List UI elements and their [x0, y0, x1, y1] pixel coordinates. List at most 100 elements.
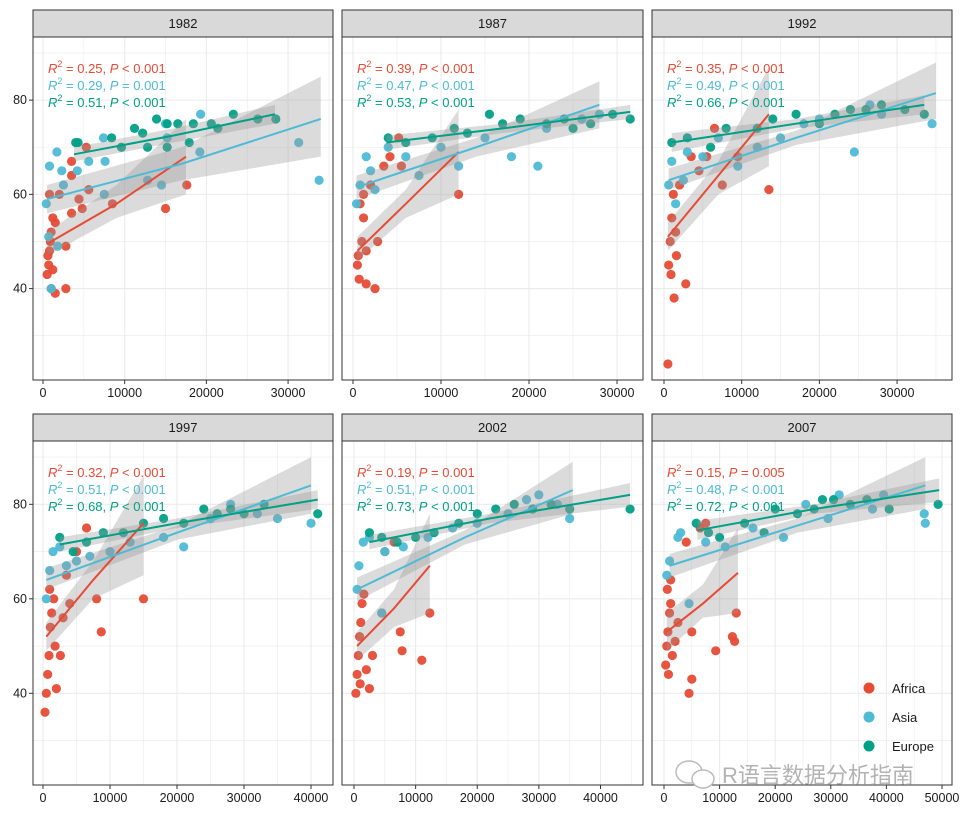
x-tick-label: 30000 [521, 791, 556, 805]
points-asia [662, 490, 930, 609]
superscript-2: 2 [676, 59, 681, 69]
data-point-africa [670, 636, 680, 646]
plot-area [351, 461, 635, 698]
data-point-europe [188, 119, 198, 129]
y-tick-label: 60 [13, 592, 27, 606]
x-tick-label: 30000 [880, 386, 915, 400]
data-point-africa [182, 180, 192, 190]
gridlines [33, 441, 333, 785]
p-symbol: P [729, 465, 738, 480]
x-tick-label: 30000 [227, 791, 262, 805]
data-point-asia [401, 152, 411, 162]
data-point-europe [392, 537, 402, 547]
data-point-asia [377, 608, 387, 618]
p-symbol: P [419, 499, 428, 514]
data-point-europe [151, 114, 162, 124]
p-symbol: P [729, 482, 738, 497]
data-point-africa [361, 665, 371, 675]
x-tick-label: 10000 [724, 386, 759, 400]
p-value: < 0.001 [737, 499, 784, 514]
data-point-africa [717, 180, 727, 190]
p-value: < 0.001 [118, 482, 165, 497]
data-point-africa [77, 203, 87, 214]
r2-value: = 0.72, [681, 499, 728, 514]
data-point-europe [817, 494, 828, 505]
data-point-europe [184, 137, 194, 148]
data-point-asia [867, 504, 878, 514]
data-point-europe [206, 119, 216, 129]
x-tick-label: 30000 [271, 386, 306, 400]
superscript-2: 2 [676, 463, 681, 473]
x-tick-label: 50000 [925, 791, 960, 805]
data-point-asia [272, 513, 283, 524]
data-point-africa [55, 650, 66, 661]
p-value: < 0.001 [118, 95, 165, 110]
data-point-africa [667, 650, 677, 661]
data-point-asia [354, 561, 364, 571]
points-europe [691, 494, 943, 542]
data-point-asia [565, 513, 575, 524]
r2-value: = 0.51, [62, 482, 109, 497]
data-point-africa [81, 142, 91, 152]
data-point-asia [778, 532, 789, 542]
y-tick-label: 40 [13, 282, 27, 296]
data-point-africa [61, 241, 71, 251]
x-tick-label: 20000 [802, 386, 837, 400]
p-value: < 0.001 [427, 61, 474, 76]
r2-annotation-africa: R2 = 0.25, P < 0.001 [48, 59, 166, 76]
x-tick-label: 0 [661, 791, 668, 805]
p-symbol: P [110, 499, 119, 514]
data-point-africa [354, 632, 365, 642]
r2-value: = 0.51, [371, 482, 418, 497]
data-point-africa [351, 688, 361, 698]
plot-area [41, 76, 324, 298]
x-tick-label: 0 [351, 791, 358, 805]
confidence-band-africa [357, 513, 430, 661]
confidence-band-asia [356, 81, 600, 200]
points-europe [71, 109, 281, 152]
data-point-asia [142, 175, 153, 185]
trend-line-africa [46, 155, 187, 245]
legend-label-europe: Europe [892, 739, 934, 754]
data-point-europe [55, 532, 65, 542]
data-point-asia [44, 232, 54, 242]
superscript-2: 2 [57, 76, 62, 86]
panel-border [32, 36, 334, 381]
r-symbol: R [667, 78, 676, 93]
data-point-africa [81, 523, 92, 533]
confidence-band-asia [669, 457, 926, 578]
data-point-asia [701, 537, 711, 547]
data-point-europe [791, 109, 801, 119]
legend-key-africa [863, 682, 875, 694]
confidence-band-europe [74, 104, 275, 162]
x-tick-label: 40000 [869, 791, 904, 805]
data-point-africa [669, 293, 679, 303]
trend-line-asia [668, 92, 937, 182]
r2-annotation-africa: R2 = 0.19, P = 0.001 [357, 463, 475, 480]
data-point-africa [66, 208, 77, 218]
data-point-europe [715, 532, 725, 542]
data-point-europe [770, 504, 780, 514]
data-point-africa [663, 669, 674, 680]
trend-line-europe [697, 489, 940, 532]
data-point-europe [703, 528, 714, 538]
confidence-band-asia [357, 461, 573, 602]
r2-annotation-europe: R2 = 0.68, P < 0.001 [48, 497, 166, 514]
x-tick-label: 20000 [512, 386, 547, 400]
confidence-band-africa [47, 118, 186, 256]
data-point-asia [664, 556, 675, 566]
data-point-asia [667, 156, 677, 166]
data-point-asia [454, 161, 464, 171]
r2-value: = 0.53, [371, 95, 418, 110]
data-point-europe [568, 123, 578, 134]
legend-label-africa: Africa [892, 681, 926, 696]
r2-value: = 0.49, [681, 78, 728, 93]
r2-value: = 0.66, [681, 95, 728, 110]
p-symbol: P [729, 78, 738, 93]
x-tick-label: 20000 [189, 386, 224, 400]
p-value: < 0.001 [737, 95, 784, 110]
trend-line-asia [46, 118, 322, 201]
r-symbol: R [667, 482, 676, 497]
